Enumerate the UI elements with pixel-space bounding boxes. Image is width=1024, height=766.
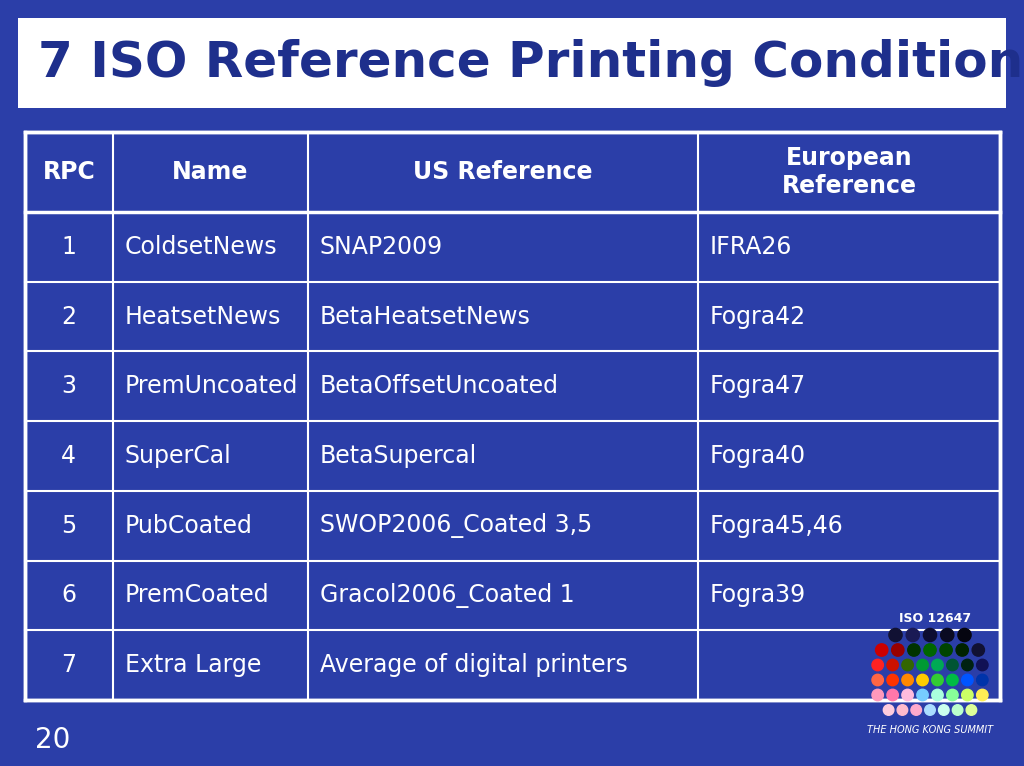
Circle shape: [872, 674, 884, 686]
Text: 7: 7: [61, 653, 77, 677]
Text: 6: 6: [61, 584, 77, 607]
Text: Average of digital printers: Average of digital printers: [319, 653, 628, 677]
Circle shape: [902, 660, 913, 671]
Text: 1: 1: [61, 235, 77, 259]
Circle shape: [884, 705, 894, 715]
Text: IFRA26: IFRA26: [710, 235, 793, 259]
Text: Fogra40: Fogra40: [710, 444, 806, 468]
Circle shape: [932, 689, 943, 701]
Text: 2: 2: [61, 305, 77, 329]
Circle shape: [939, 705, 949, 715]
Circle shape: [876, 644, 888, 656]
Text: Extra Large: Extra Large: [125, 653, 261, 677]
Circle shape: [906, 628, 920, 642]
Text: Gracol2006_Coated 1: Gracol2006_Coated 1: [319, 583, 574, 608]
Text: Name: Name: [172, 160, 249, 184]
Circle shape: [902, 674, 913, 686]
Circle shape: [925, 705, 935, 715]
Circle shape: [889, 628, 902, 642]
Text: 7 ISO Reference Printing Conditions: 7 ISO Reference Printing Conditions: [38, 39, 1024, 87]
Text: PremCoated: PremCoated: [125, 584, 269, 607]
Circle shape: [887, 689, 898, 701]
Text: SuperCal: SuperCal: [125, 444, 231, 468]
Text: PubCoated: PubCoated: [125, 514, 253, 538]
Circle shape: [916, 674, 928, 686]
Circle shape: [932, 660, 943, 671]
Circle shape: [947, 689, 958, 701]
Text: RPC: RPC: [43, 160, 95, 184]
Text: 4: 4: [61, 444, 77, 468]
Circle shape: [962, 689, 973, 701]
Circle shape: [902, 689, 913, 701]
Text: 20: 20: [35, 726, 71, 754]
Text: HeatsetNews: HeatsetNews: [125, 305, 282, 329]
Text: ISO 12647: ISO 12647: [899, 611, 971, 624]
Text: BetaHeatsetNews: BetaHeatsetNews: [319, 305, 530, 329]
Circle shape: [916, 660, 928, 671]
Text: THE HONG KONG SUMMIT: THE HONG KONG SUMMIT: [867, 725, 993, 735]
Circle shape: [872, 660, 884, 671]
Text: Fogra42: Fogra42: [710, 305, 806, 329]
Circle shape: [924, 628, 937, 642]
Circle shape: [977, 660, 988, 671]
Text: ColdsetNews: ColdsetNews: [125, 235, 278, 259]
Text: PremUncoated: PremUncoated: [125, 375, 298, 398]
Circle shape: [932, 674, 943, 686]
Circle shape: [947, 674, 958, 686]
Circle shape: [887, 660, 898, 671]
Circle shape: [972, 644, 984, 656]
Circle shape: [962, 674, 973, 686]
Circle shape: [956, 644, 969, 656]
Circle shape: [872, 689, 884, 701]
Bar: [18, 18, 1006, 108]
Bar: [25, 132, 1000, 700]
Circle shape: [907, 644, 920, 656]
Circle shape: [957, 628, 971, 642]
Text: Fogra39: Fogra39: [710, 584, 806, 607]
Circle shape: [966, 705, 977, 715]
Circle shape: [977, 674, 988, 686]
Text: SNAP2009: SNAP2009: [319, 235, 442, 259]
Text: Fogra47: Fogra47: [710, 375, 806, 398]
Text: 5: 5: [61, 514, 77, 538]
Text: BetaOffsetUncoated: BetaOffsetUncoated: [319, 375, 559, 398]
Circle shape: [911, 705, 922, 715]
Circle shape: [916, 689, 928, 701]
Circle shape: [887, 674, 898, 686]
Circle shape: [947, 660, 958, 671]
Circle shape: [897, 705, 907, 715]
Text: Fogra45,46: Fogra45,46: [710, 514, 844, 538]
Text: 3: 3: [61, 375, 77, 398]
Circle shape: [977, 689, 988, 701]
Text: US Reference: US Reference: [413, 160, 593, 184]
Circle shape: [941, 628, 953, 642]
Circle shape: [892, 644, 904, 656]
Text: European
Reference: European Reference: [781, 146, 916, 198]
Text: SWOP2006_Coated 3,5: SWOP2006_Coated 3,5: [319, 513, 592, 538]
Text: BetaSupercal: BetaSupercal: [319, 444, 477, 468]
Circle shape: [962, 660, 973, 671]
Circle shape: [940, 644, 952, 656]
Circle shape: [952, 705, 963, 715]
Circle shape: [924, 644, 936, 656]
